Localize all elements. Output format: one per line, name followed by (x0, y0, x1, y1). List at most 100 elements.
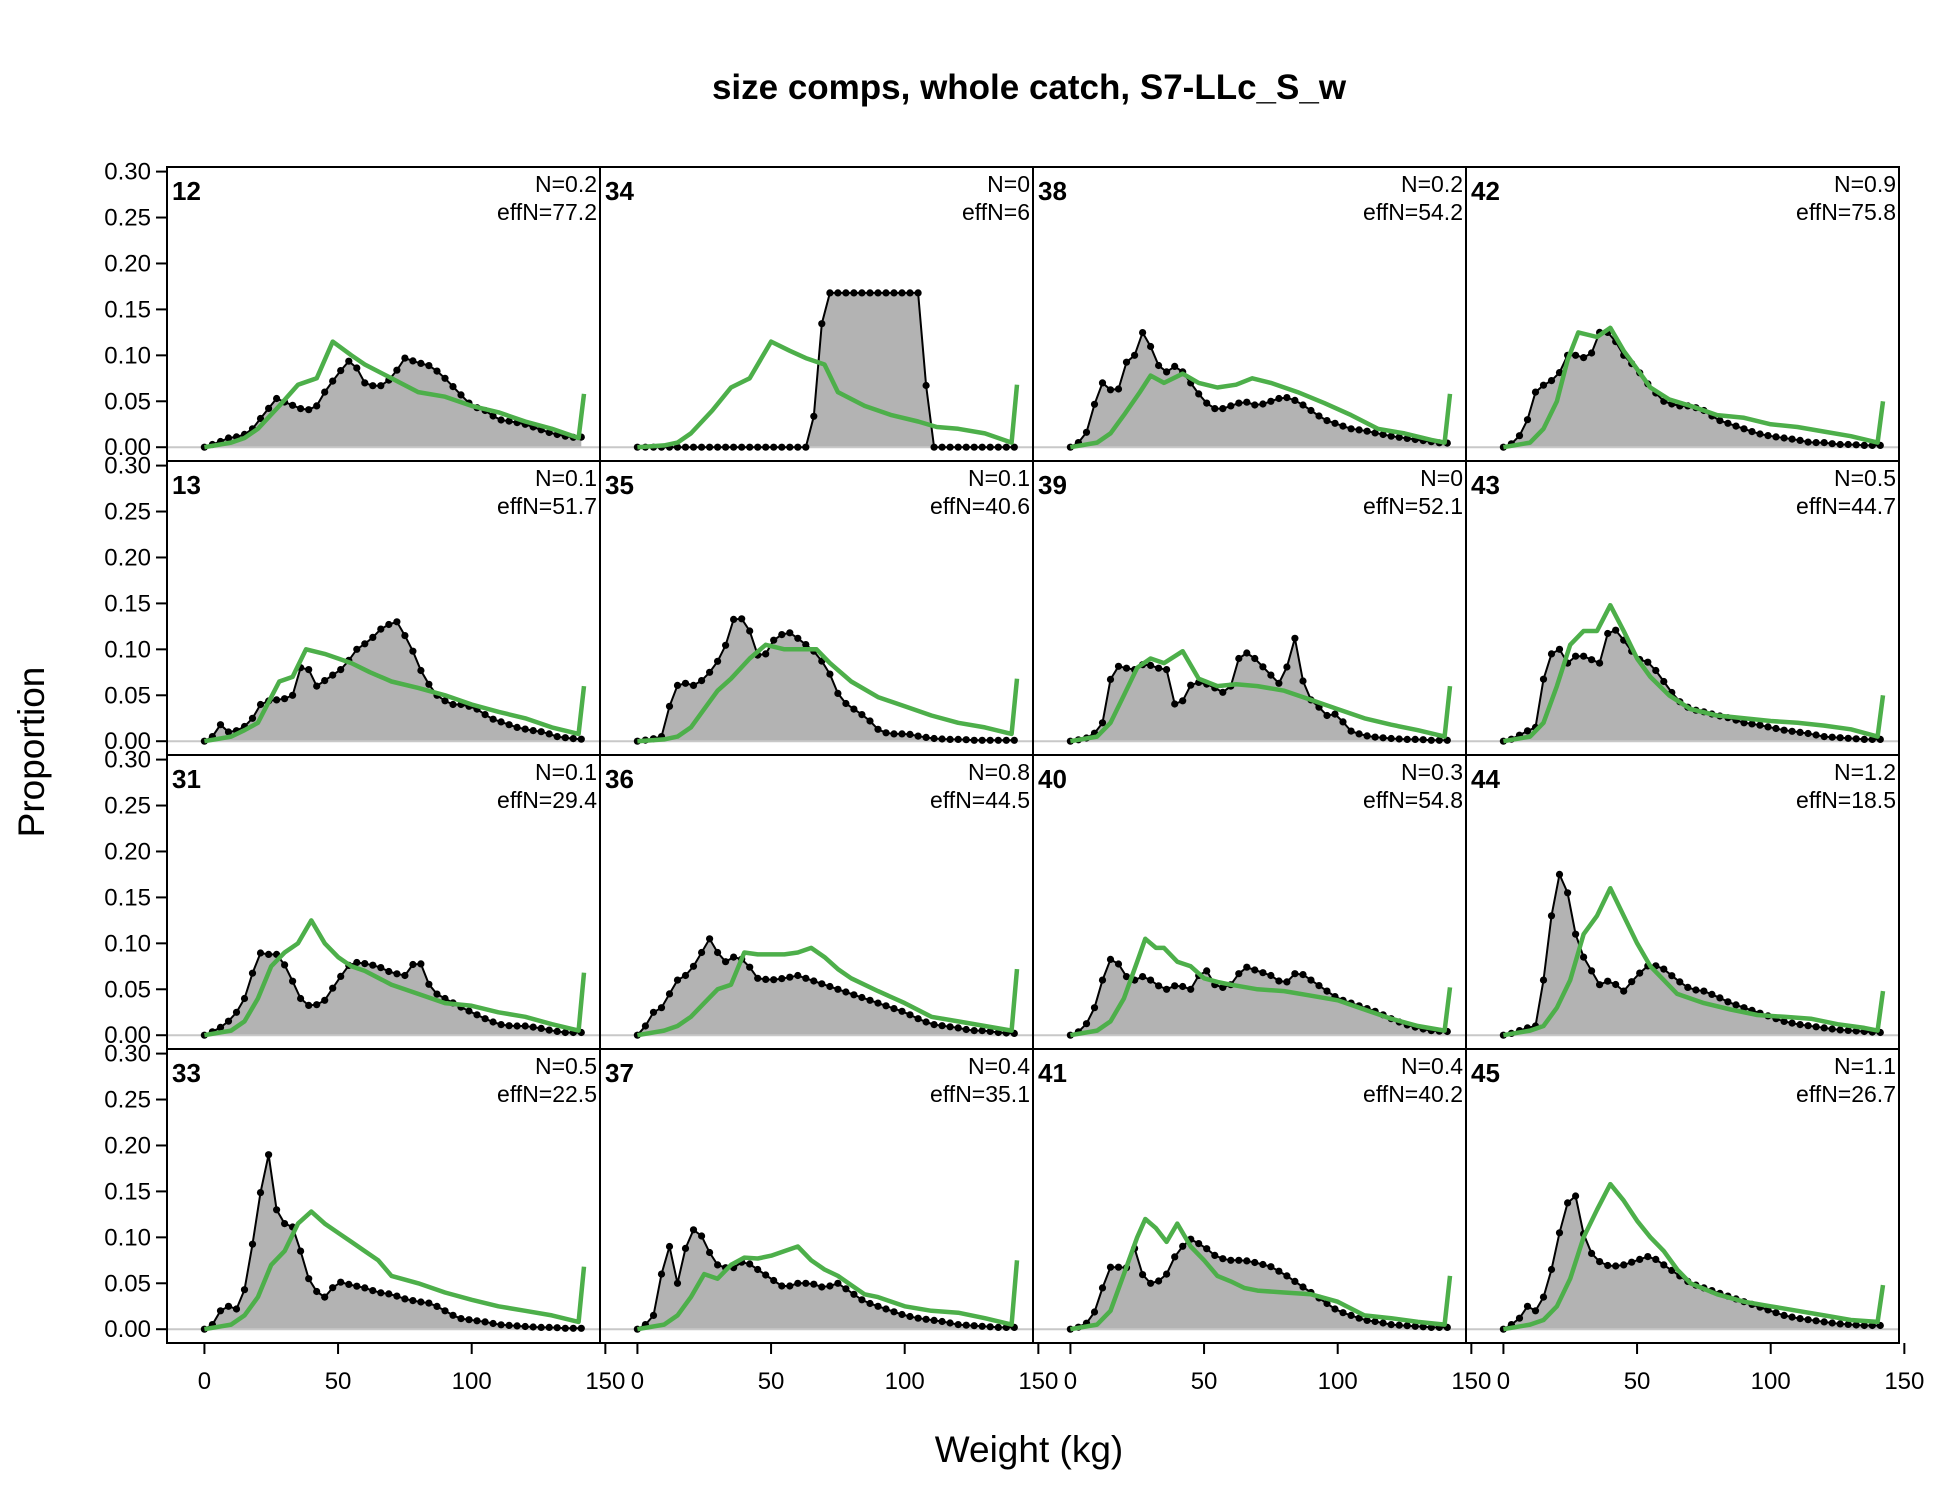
observed-point (393, 1292, 401, 1300)
observed-point (1139, 1271, 1147, 1279)
observed-point (770, 443, 778, 451)
observed-point (1724, 419, 1732, 427)
observed-point (457, 391, 465, 399)
observed-point (224, 434, 233, 442)
n-label: N=0.3 (1401, 759, 1463, 785)
observed-point (1211, 1251, 1219, 1259)
observed-point (273, 1206, 281, 1214)
observed-point (914, 732, 922, 740)
observed-point (353, 364, 361, 372)
observed-point (224, 1017, 233, 1025)
observed-point (1251, 401, 1259, 409)
observed-point (874, 725, 882, 733)
observed-point (826, 670, 834, 678)
panel-label: 13 (172, 470, 201, 500)
observed-point (778, 975, 786, 983)
y-tick-label: 0.20 (104, 838, 151, 865)
observed-point (1780, 1017, 1788, 1025)
n-label: N=0.1 (535, 759, 597, 785)
x-tick-label: 0 (198, 1368, 211, 1395)
observed-point (1002, 736, 1010, 744)
observed-point (248, 714, 257, 722)
observed-point (1804, 729, 1812, 738)
observed-point (481, 1015, 489, 1023)
observed-point (281, 695, 289, 703)
observed-point (377, 964, 385, 972)
observed-point (834, 289, 842, 297)
y-tick-label: 0.30 (104, 453, 151, 480)
observed-point (385, 967, 393, 976)
observed-point (1114, 960, 1123, 968)
observed-point (256, 700, 265, 709)
n-label: N=1.2 (1834, 759, 1896, 785)
observed-point (954, 1321, 962, 1329)
observed-point (714, 443, 722, 451)
observed-point (1331, 710, 1339, 718)
observed-point (537, 1024, 545, 1032)
observed-point (986, 736, 994, 744)
observed-point (449, 1311, 457, 1319)
observed-point (1740, 425, 1748, 433)
observed-point (1435, 736, 1443, 744)
observed-point (409, 1297, 417, 1305)
observed-point (1756, 721, 1764, 729)
observed-point (722, 443, 730, 451)
observed-point (722, 958, 730, 966)
observed-point (377, 625, 385, 633)
observed-point (1523, 727, 1532, 735)
y-tick-label: 0.00 (104, 728, 151, 755)
observed-point (994, 443, 1002, 451)
observed-point (1523, 416, 1532, 424)
observed-point (1804, 1316, 1812, 1324)
observed-point (1339, 422, 1347, 430)
observed-point (978, 1322, 986, 1330)
observed-point (1267, 971, 1275, 980)
observed-point (1291, 1277, 1299, 1285)
observed-point (1403, 735, 1411, 744)
effn-label: effN=52.1 (1363, 493, 1463, 519)
observed-point (313, 682, 321, 690)
observed-point (409, 647, 417, 655)
observed-point (689, 681, 698, 690)
observed-point (1243, 963, 1251, 971)
y-tick-label: 0.15 (104, 884, 151, 911)
observed-point (906, 1011, 914, 1019)
observed-point (553, 733, 561, 741)
x-tick-label: 50 (325, 1368, 352, 1395)
observed-point (1219, 688, 1227, 696)
observed-point (313, 1001, 321, 1009)
effn-label: effN=40.6 (930, 493, 1030, 519)
observed-point (256, 1189, 265, 1197)
observed-point (377, 382, 385, 390)
expected-line (204, 918, 587, 1038)
observed-point (1555, 369, 1564, 377)
observed-point (1283, 663, 1291, 671)
observed-point (1628, 978, 1636, 986)
observed-point (994, 736, 1002, 744)
observed-point (794, 634, 802, 642)
n-label: N=0.1 (535, 465, 597, 491)
observed-point (1114, 662, 1123, 670)
observed-point (1515, 1314, 1524, 1322)
observed-point (778, 1282, 786, 1290)
observed-point (1539, 381, 1548, 389)
observed-point (361, 640, 369, 648)
observed-point (866, 996, 874, 1004)
observed-point (1379, 430, 1387, 439)
observed-point (834, 689, 842, 698)
observed-point (706, 668, 714, 676)
observed-point (1596, 1258, 1604, 1266)
observed-fill (204, 358, 582, 448)
observed-point (281, 961, 289, 969)
observed-point (1820, 1318, 1828, 1326)
observed-point (1555, 1229, 1564, 1237)
observed-point (890, 1005, 898, 1013)
observed-point (794, 1279, 802, 1287)
observed-point (248, 1240, 257, 1248)
n-label: N=0.4 (968, 1053, 1030, 1079)
observed-point (1764, 723, 1772, 731)
observed-point (1724, 998, 1732, 1006)
observed-point (1836, 1320, 1844, 1328)
observed-point (866, 1299, 874, 1308)
